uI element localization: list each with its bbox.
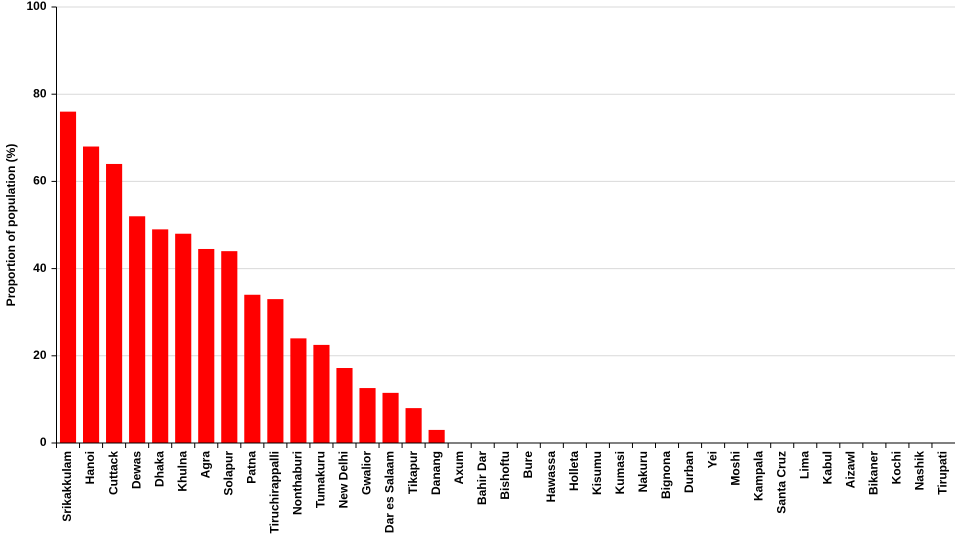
- bar: [313, 344, 330, 443]
- y-tick-label: 20: [33, 348, 47, 362]
- y-tick-label: 80: [33, 86, 47, 100]
- y-tick-label: 40: [33, 261, 47, 275]
- x-tick-label: Tumakuru: [314, 451, 328, 508]
- y-axis-label: Proportion of population (%): [4, 144, 18, 307]
- x-tick-label: Kabul: [820, 451, 834, 484]
- bar: [267, 299, 284, 443]
- x-tick-label: Agra: [198, 451, 212, 479]
- bar: [336, 368, 353, 443]
- x-tick-label: Srikakkulam: [60, 451, 74, 522]
- x-tick-label: Yei: [705, 451, 719, 468]
- x-tick-label: Bure: [521, 451, 535, 479]
- x-tick-label: Durban: [682, 451, 696, 493]
- x-tick-label: Nonthaburi: [291, 451, 305, 515]
- bar: [221, 251, 238, 443]
- bar: [175, 233, 192, 443]
- x-tick-label: Dar es Salaam: [383, 451, 397, 533]
- x-tick-label: Kampala: [751, 451, 765, 501]
- bar: [59, 111, 77, 443]
- x-tick-label: Bahir Dar: [475, 451, 489, 505]
- bar: [428, 429, 445, 443]
- bar: [244, 294, 261, 443]
- x-tick-label: Dewas: [129, 451, 143, 489]
- bar: [152, 229, 169, 443]
- x-tick-label: Kochi: [890, 451, 904, 484]
- x-tick-label: Kumasi: [613, 451, 627, 494]
- x-tick-label: Axum: [452, 451, 466, 484]
- x-tick-label: Cuttack: [106, 451, 120, 495]
- bar: [405, 408, 422, 443]
- x-tick-label: Nakuru: [636, 451, 650, 492]
- x-tick-label: Moshi: [728, 451, 742, 486]
- bar: [198, 248, 215, 443]
- x-tick-label: Tikapur: [406, 451, 420, 494]
- bar: [129, 216, 146, 443]
- bar: [82, 146, 100, 443]
- x-tick-label: Patna: [244, 451, 258, 484]
- bar: [359, 388, 376, 443]
- x-tick-label: Kisumu: [590, 451, 604, 495]
- x-tick-label: Santa Cruz: [774, 451, 788, 514]
- x-tick-label: New Delhi: [337, 451, 351, 508]
- x-tick-label: Danang: [429, 451, 443, 495]
- x-tick-label: Hanoi: [83, 451, 97, 484]
- bar: [382, 392, 399, 443]
- x-tick-label: Hawassa: [544, 451, 558, 503]
- x-tick-label: Lima: [797, 451, 811, 479]
- x-tick-label: Holleta: [567, 451, 581, 491]
- x-tick-label: Solapur: [221, 451, 235, 496]
- x-tick-label: Bignona: [659, 451, 673, 499]
- y-tick-label: 60: [33, 174, 47, 188]
- x-tick-label: Dhaka: [152, 451, 166, 487]
- x-tick-label: Gwalior: [360, 451, 374, 495]
- y-tick-label: 100: [26, 0, 46, 13]
- x-tick-label: Aizawl: [843, 451, 857, 488]
- x-tick-label: Tirupati: [936, 451, 950, 495]
- bar: [106, 163, 123, 443]
- y-tick-label: 0: [40, 435, 47, 449]
- x-tick-label: Bishoftu: [498, 451, 512, 500]
- x-tick-label: Nashik: [913, 451, 927, 491]
- x-tick-label: Tiruchirappalli: [268, 451, 282, 533]
- x-tick-label: Bikaner: [867, 451, 881, 495]
- bar: [290, 338, 307, 443]
- x-tick-label: Khulna: [175, 451, 189, 492]
